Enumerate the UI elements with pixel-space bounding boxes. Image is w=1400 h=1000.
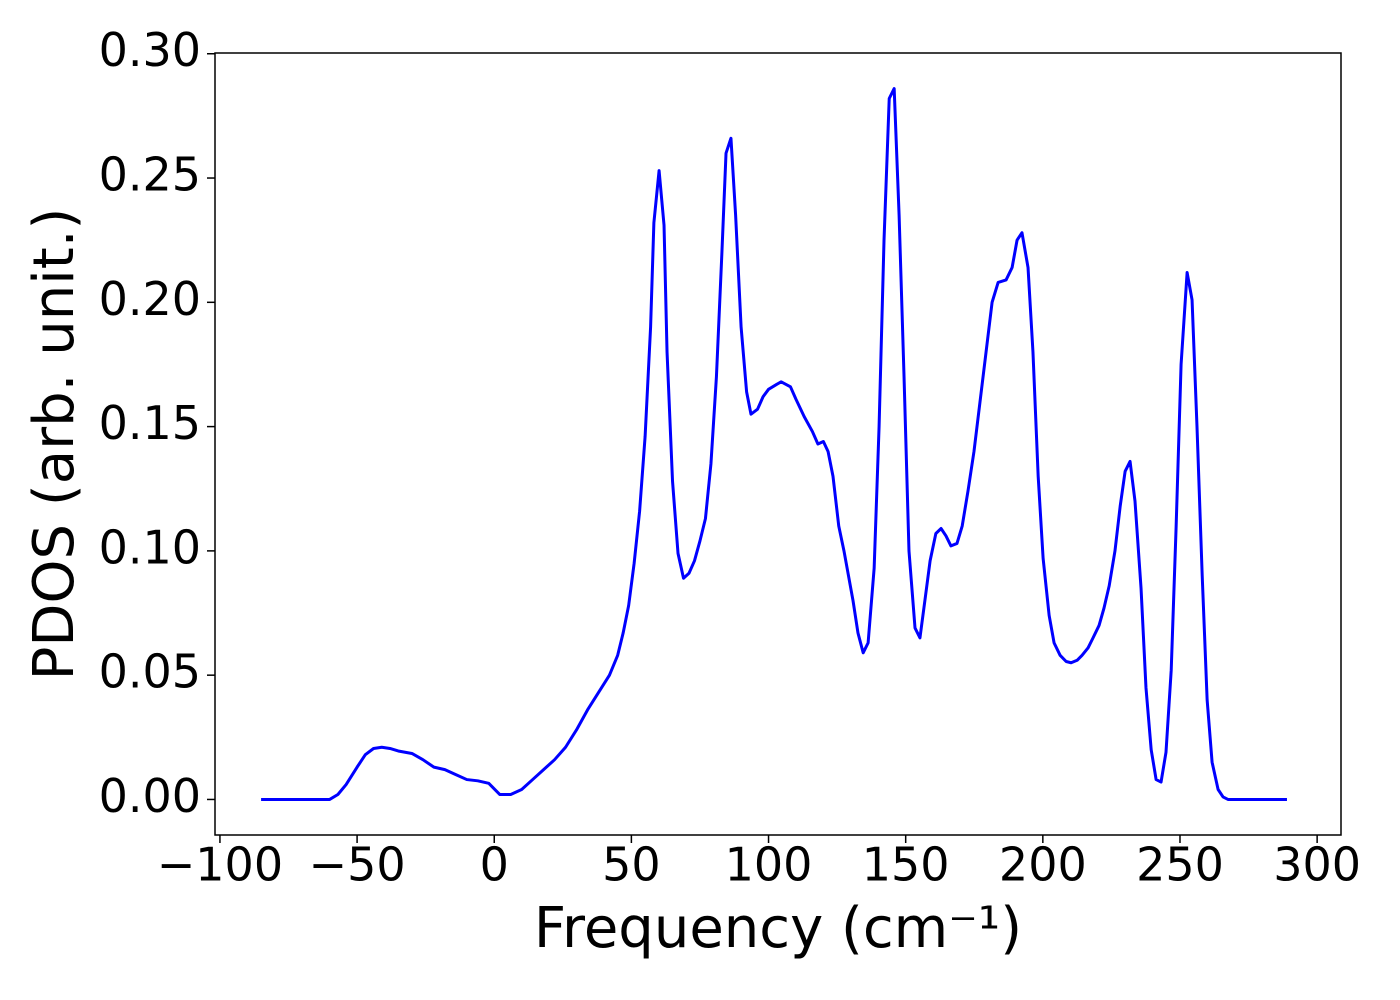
y-tick-label: 0.15 [99, 396, 201, 450]
x-axis-label: Frequency (cm⁻¹) [534, 896, 1022, 961]
x-tick-label: −100 [157, 838, 283, 892]
x-tick-label: 50 [602, 838, 661, 892]
line-series [261, 87, 1287, 801]
x-tick-label: 0 [480, 838, 509, 892]
plot-frame [214, 52, 1342, 836]
x-tick-label: 200 [999, 838, 1087, 892]
x-tick-label: 100 [725, 838, 813, 892]
y-tick-label: 0.05 [99, 645, 201, 699]
x-tick-label: 150 [862, 838, 950, 892]
y-tick-label: 0.00 [99, 769, 201, 823]
y-tick-label: 0.10 [99, 520, 201, 574]
y-tick-label: 0.20 [99, 272, 201, 326]
y-axis-label: PDOS (arb. unit.) [22, 208, 87, 681]
x-tick-label: −50 [309, 838, 406, 892]
y-tick-label: 0.25 [99, 148, 201, 202]
x-tick-label: 300 [1273, 838, 1361, 892]
y-tick-label: 0.30 [99, 23, 201, 77]
x-tick-label: 250 [1136, 838, 1224, 892]
